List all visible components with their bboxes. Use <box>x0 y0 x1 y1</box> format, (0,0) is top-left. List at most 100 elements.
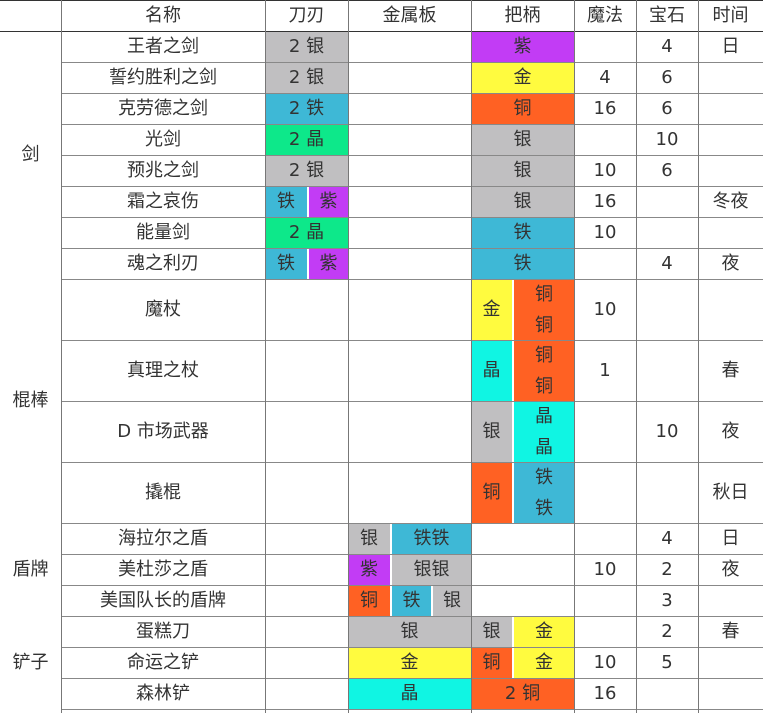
time-value <box>698 647 763 678</box>
magic-value: 10 <box>593 558 617 580</box>
item-name: 蛋糕刀 <box>136 620 190 642</box>
item-name: 霜之哀伤 <box>127 190 199 212</box>
time-value <box>698 93 763 124</box>
plate-material-cell: 铜 <box>348 585 390 616</box>
handle-material-cell: 铜 <box>471 93 574 124</box>
handle-material-cell: 紫 <box>471 31 574 62</box>
time-value: 冬夜 <box>712 190 749 212</box>
item-name: 能量剑 <box>136 221 190 243</box>
magic-value: 10 <box>593 221 617 243</box>
column-divider <box>471 0 472 713</box>
blade-material-cell: 紫 <box>307 248 348 279</box>
gem-value: 10 <box>655 128 679 150</box>
gem-value: 4 <box>661 252 673 274</box>
magic-value: 16 <box>593 682 617 704</box>
item-name: 森林铲 <box>136 682 190 704</box>
gem-value: 6 <box>661 66 673 88</box>
column-divider <box>348 0 349 713</box>
header-magic: 魔法 <box>587 4 623 26</box>
time-value: 春 <box>721 620 740 642</box>
handle-material-cell: 铜 铜 <box>512 279 574 340</box>
handle-material-cell: 银 <box>471 401 512 462</box>
row-divider <box>0 0 763 1</box>
gem-value: 6 <box>661 159 673 181</box>
blade-material-cell: 2 银 <box>265 31 348 62</box>
blade-material-cell: 2 银 <box>265 62 348 93</box>
gem-value <box>636 186 698 217</box>
gem-value: 6 <box>661 97 673 119</box>
item-name: 真理之杖 <box>127 359 199 381</box>
plate-material-cell: 银 <box>431 585 471 616</box>
time-value <box>698 217 763 248</box>
gem-value <box>636 678 698 709</box>
header-plate: 金属板 <box>382 4 437 26</box>
row-divider <box>61 186 763 187</box>
group-label: 铲子 <box>12 651 49 673</box>
magic-value <box>574 616 636 647</box>
blade-material-cell: 铁 <box>265 248 307 279</box>
group-label: 剑 <box>21 144 40 165</box>
row-divider <box>61 585 763 586</box>
blade-material-cell: 2 银 <box>265 155 348 186</box>
item-name: 预兆之剑 <box>127 159 199 181</box>
row-divider <box>61 647 763 648</box>
header-blade: 刀刃 <box>288 4 325 26</box>
plate-material-cell: 铁 <box>390 585 431 616</box>
row-divider <box>61 554 763 555</box>
handle-material-cell: 铁 <box>471 248 574 279</box>
item-name: 魔杖 <box>145 298 181 320</box>
column-divider <box>574 0 575 713</box>
magic-value <box>574 124 636 155</box>
item-name: 王者之剑 <box>127 35 199 57</box>
time-value: 日 <box>721 35 740 57</box>
blade-material-cell: 紫 <box>307 186 348 217</box>
time-value: 春 <box>721 359 740 381</box>
blade-material-cell: 铁 <box>265 186 307 217</box>
item-name: 美杜莎之盾 <box>118 558 208 580</box>
gem-value <box>636 462 698 523</box>
magic-value: 10 <box>593 651 617 673</box>
time-value: 夜 <box>721 252 740 274</box>
gem-value: 2 <box>661 558 673 580</box>
row-divider <box>61 62 763 63</box>
row-divider <box>61 523 763 524</box>
item-name: 海拉尔之盾 <box>118 527 208 549</box>
magic-value <box>574 31 636 62</box>
handle-material-cell: 金 <box>512 616 574 647</box>
item-name: 光剑 <box>145 128 181 150</box>
item-name: 美国队长的盾牌 <box>100 589 226 611</box>
gem-value: 4 <box>661 35 673 57</box>
handle-material-cell: 铁 铁 <box>512 462 574 523</box>
plate-material-cell: 紫 <box>348 554 390 585</box>
gem-value: 2 <box>661 620 673 642</box>
row-divider <box>61 279 763 280</box>
gem-value: 4 <box>661 527 673 549</box>
time-value: 夜 <box>721 420 740 442</box>
time-value <box>698 155 763 186</box>
time-value <box>698 678 763 709</box>
header-group <box>0 0 61 31</box>
item-name: 誓约胜利之剑 <box>109 66 217 88</box>
magic-value <box>574 401 636 462</box>
handle-material-cell: 铜 铜 <box>512 340 574 401</box>
magic-value: 4 <box>599 66 611 88</box>
magic-value <box>574 523 636 554</box>
gem-value <box>636 340 698 401</box>
row-divider <box>61 401 763 402</box>
plate-material-cell: 银 <box>348 523 390 554</box>
magic-value: 10 <box>593 298 617 320</box>
item-name: 撬棍 <box>145 481 181 503</box>
blade-material-cell: 2 晶 <box>265 124 348 155</box>
row-divider <box>0 31 763 32</box>
time-value <box>698 62 763 93</box>
item-name: 魂之利刃 <box>127 252 199 274</box>
header-time: 时间 <box>712 4 749 26</box>
row-divider <box>61 462 763 463</box>
handle-material-cell: 银 <box>471 186 574 217</box>
group-label: 盾牌 <box>12 558 49 580</box>
column-divider <box>698 0 699 713</box>
plate-material-cell: 银银 <box>390 554 471 585</box>
row-divider <box>61 616 763 617</box>
header-gem: 宝石 <box>649 4 685 26</box>
magic-value: 16 <box>593 190 617 212</box>
